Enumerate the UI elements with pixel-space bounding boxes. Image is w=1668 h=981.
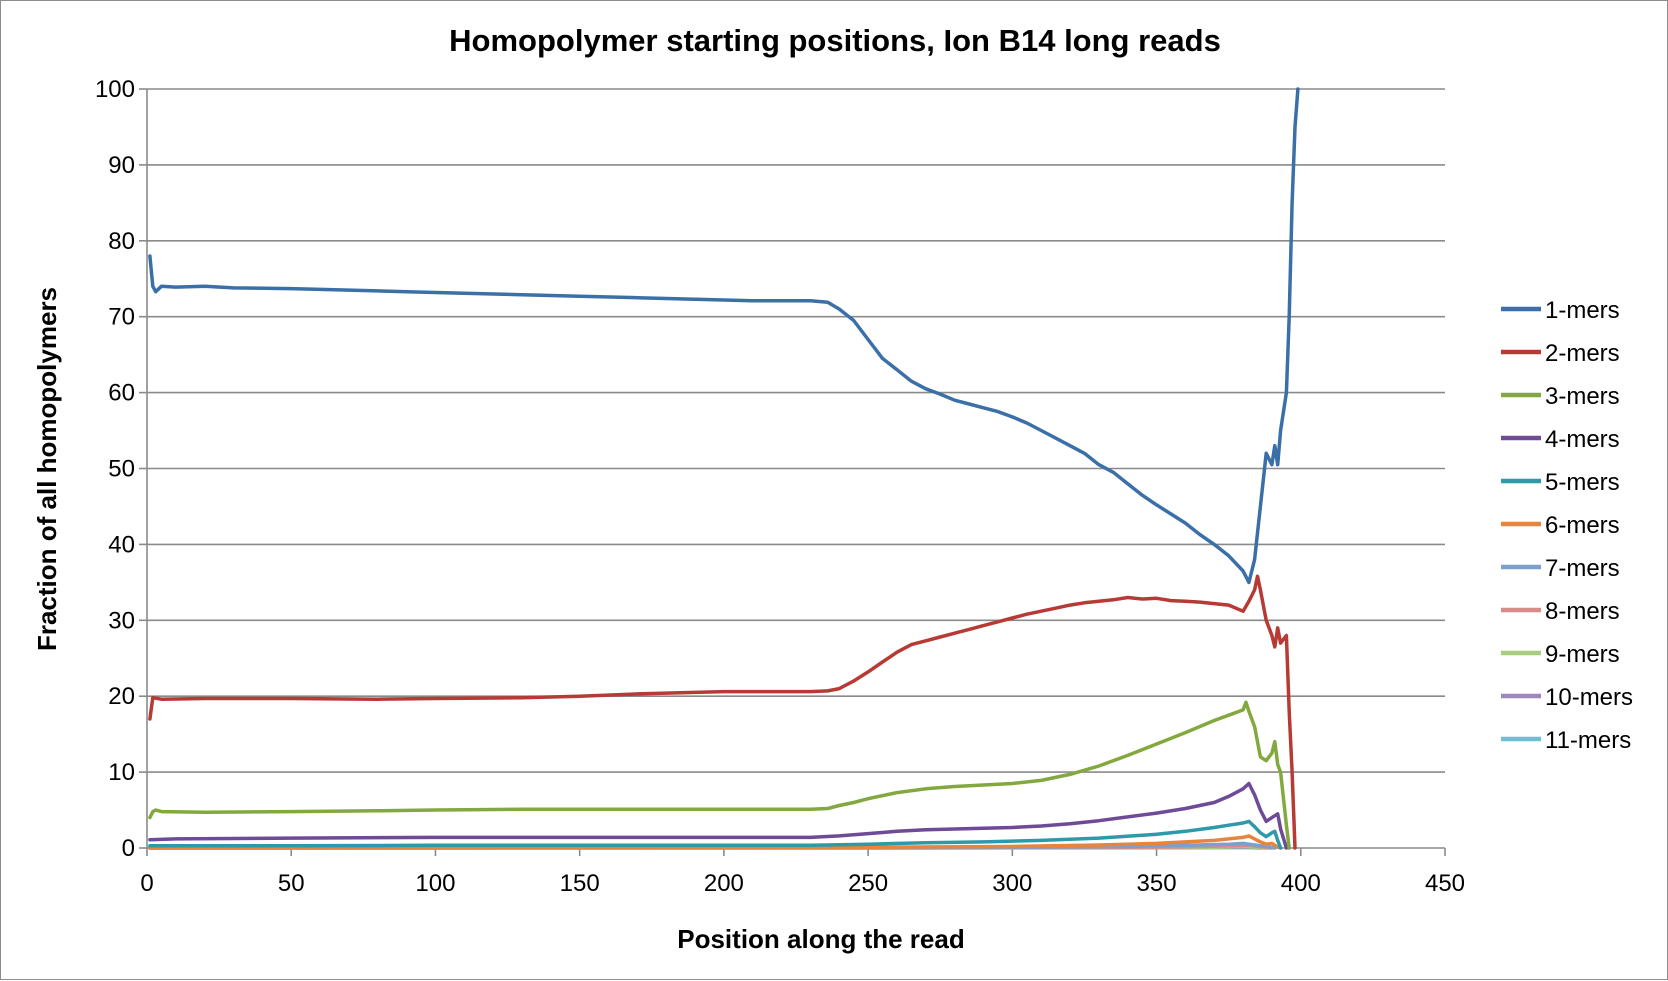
legend-label-5-mers: 5-mers	[1545, 469, 1620, 496]
legend-label-7-mers: 7-mers	[1545, 555, 1620, 582]
legend-label-8-mers: 8-mers	[1545, 598, 1620, 625]
x-tick-label-400: 400	[1281, 870, 1321, 897]
x-tick-label-150: 150	[560, 870, 600, 897]
series-line-2-mers	[148, 574, 1297, 850]
x-tick-label-100: 100	[415, 870, 455, 897]
y-tick-label-0: 0	[122, 835, 135, 862]
x-tick-label-300: 300	[992, 870, 1032, 897]
gridlines	[147, 88, 1445, 773]
x-tick-label-200: 200	[704, 870, 744, 897]
series-line-5-mers	[148, 819, 1283, 850]
legend-item-1-mers: 1-mers	[1501, 297, 1620, 324]
legend-item-2-mers: 2-mers	[1501, 340, 1620, 367]
y-tick-label-50: 50	[108, 456, 135, 483]
y-axis-title: Fraction of all homopolymers	[32, 287, 62, 651]
x-tick-labels: 0 50 100 150 200 250 300 350 400 450	[140, 870, 1465, 897]
series-line-1-mers	[148, 87, 1300, 585]
series-line-3-mers	[148, 700, 1291, 850]
legend-item-7-mers: 7-mers	[1501, 555, 1620, 582]
y-tick-label-10: 10	[108, 759, 135, 786]
series-lines	[148, 87, 1300, 850]
y-tick-label-60: 60	[108, 380, 135, 407]
legend-item-11-mers: 11-mers	[1501, 727, 1631, 754]
legend-label-9-mers: 9-mers	[1545, 641, 1620, 668]
y-tick-label-40: 40	[108, 531, 135, 558]
legend-item-6-mers: 6-mers	[1501, 512, 1620, 539]
y-tick-label-90: 90	[108, 152, 135, 179]
legend-item-5-mers: 5-mers	[1501, 469, 1620, 496]
legend-item-3-mers: 3-mers	[1501, 383, 1620, 410]
legend-label-2-mers: 2-mers	[1545, 340, 1620, 367]
legend-label-6-mers: 6-mers	[1545, 512, 1620, 539]
x-tick-label-350: 350	[1137, 870, 1177, 897]
legend-item-9-mers: 9-mers	[1501, 641, 1620, 668]
x-tick-label-450: 450	[1425, 870, 1465, 897]
y-tick-label-70: 70	[108, 304, 135, 331]
y-tick-label-30: 30	[108, 607, 135, 634]
series-line-4-mers	[148, 781, 1289, 850]
y-tick-label-100: 100	[95, 76, 135, 103]
legend-label-3-mers: 3-mers	[1545, 383, 1620, 410]
legend-item-10-mers: 10-mers	[1501, 684, 1633, 711]
y-tick-label-20: 20	[108, 683, 135, 710]
legend: 1-mers 2-mers 3-mers 4-mers 5-mers 6-mers 7-me…	[1501, 297, 1633, 754]
x-tick-label-250: 250	[848, 870, 888, 897]
x-tick-label-50: 50	[278, 870, 305, 897]
legend-item-8-mers: 8-mers	[1501, 598, 1620, 625]
x-tick-label-0: 0	[140, 870, 153, 897]
legend-label-1-mers: 1-mers	[1545, 297, 1620, 324]
y-tick-labels: 0 10 20 30 40 50 60 70 80 90 100	[95, 76, 135, 862]
legend-label-11-mers: 11-mers	[1545, 727, 1631, 754]
axes	[139, 88, 1446, 856]
legend-item-4-mers: 4-mers	[1501, 426, 1620, 453]
chart-title: Homopolymer starting positions, Ion B14 …	[449, 23, 1221, 58]
x-axis-title: Position along the read	[677, 924, 964, 954]
legend-label-10-mers: 10-mers	[1545, 684, 1633, 711]
series-line-6-mers	[148, 834, 1283, 850]
y-tick-label-80: 80	[108, 228, 135, 255]
legend-label-4-mers: 4-mers	[1545, 426, 1620, 453]
